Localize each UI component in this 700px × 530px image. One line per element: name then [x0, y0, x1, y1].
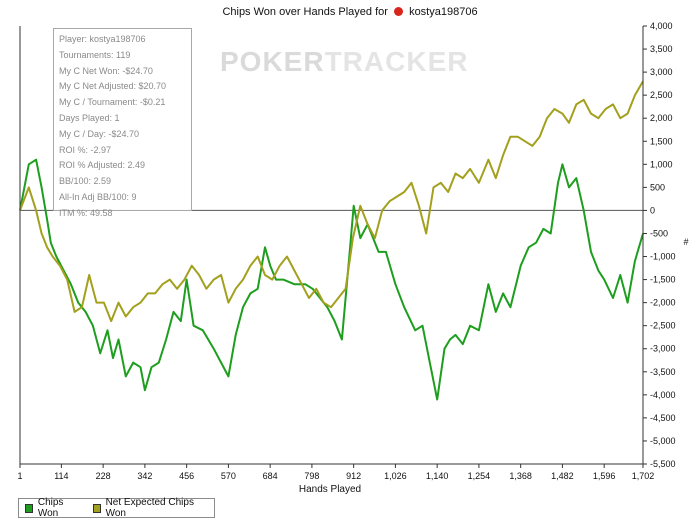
stat-per-tournament: My C / Tournament: -$0.21: [59, 97, 166, 108]
legend-item-chips-won[interactable]: Chips Won: [25, 497, 79, 519]
stat-bb100: BB/100: 2.59: [59, 176, 112, 187]
x-tick-label: 228: [96, 471, 111, 481]
stats-panel: Player: kostya198706 Tournaments: 119 My…: [53, 28, 192, 218]
y-tick-label: 1,500: [650, 136, 673, 146]
x-tick-label: 114: [54, 471, 68, 481]
y-tick-label: 2,000: [650, 113, 673, 123]
x-tick-label: 1,482: [551, 471, 574, 481]
y-tick-label: 3,500: [650, 44, 673, 54]
legend-label-net-expected: Net Expected Chips Won: [105, 497, 194, 519]
chart-title: Chips Won over Hands Played for kostya19…: [0, 6, 700, 18]
legend-swatch-net-expected: [92, 503, 101, 513]
legend-label-chips-won: Chips Won: [37, 497, 64, 519]
y-tick-label: 0: [650, 205, 655, 215]
y-tick-label: -4,000: [650, 390, 676, 400]
y-tick-label: -1,000: [650, 252, 676, 262]
y-tick-label: 4,000: [650, 21, 673, 31]
y-axis-label: #: [683, 237, 688, 247]
y-tick-label: -3,000: [650, 344, 676, 354]
x-tick-label: 1,254: [468, 471, 491, 481]
x-tick-label: 342: [137, 471, 152, 481]
x-tick-label: 684: [263, 471, 278, 481]
chart-title-prefix: Chips Won over Hands Played for: [222, 6, 388, 18]
y-tick-label: 500: [650, 182, 665, 192]
diamond-icon: [394, 7, 403, 16]
x-tick-label: 1,596: [593, 471, 616, 481]
stat-tournaments: Tournaments: 119: [59, 49, 131, 60]
x-tick-label: 1,026: [384, 471, 407, 481]
x-tick-label: 1,702: [632, 471, 655, 481]
x-tick-label: 456: [179, 471, 194, 481]
y-tick-label: 3,000: [650, 67, 673, 77]
stat-itm: ITM %: 49.58: [59, 207, 113, 218]
x-tick-label: 912: [346, 471, 361, 481]
x-tick-label: 1,140: [426, 471, 449, 481]
axis-layer: 4,000 3,500 3,000 2,500 2,000 1,500 1,000 500 0 -…: [17, 21, 675, 481]
pokertracker-watermark: POKERTRACKER: [220, 46, 469, 77]
stat-net-adjusted: My C Net Adjusted: $20.70: [59, 81, 167, 92]
y-tick-label: -1,500: [650, 275, 676, 285]
legend: Chips Won Net Expected Chips Won: [18, 497, 215, 519]
x-tick-label: 1,368: [509, 471, 532, 481]
y-tick-label: -2,500: [650, 321, 676, 331]
stat-roi-adjusted: ROI % Adjusted: 2.49: [59, 160, 146, 171]
series-layer: [19, 80, 644, 401]
y-tick-label: -500: [650, 228, 668, 238]
legend-swatch-chips-won: [25, 503, 33, 513]
y-tick-label: -4,500: [650, 413, 676, 423]
y-tick-label: -3,500: [650, 367, 676, 377]
stat-allin-bb100: All-In Adj BB/100: 9: [59, 191, 137, 202]
y-tick-label: -5,500: [650, 459, 676, 469]
y-tick-label: 2,500: [650, 90, 673, 100]
y-tick-label: 1,000: [650, 159, 673, 169]
stat-days-played: Days Played: 1: [59, 112, 120, 123]
x-tick-label: 798: [304, 471, 319, 481]
stat-player: Player: kostya198706: [59, 34, 146, 44]
y-tick-label: -2,000: [650, 298, 676, 308]
series-net-expected-line: [19, 80, 644, 323]
x-tick-label: 1: [17, 471, 22, 481]
y-tick-label: -5,000: [650, 436, 676, 446]
chart-title-player: kostya198706: [409, 6, 478, 18]
legend-item-net-expected[interactable]: Net Expected Chips Won: [92, 497, 200, 519]
stat-net-won: My C Net Won: -$24.70: [59, 65, 153, 76]
stat-roi: ROI %: -2.97: [59, 144, 112, 155]
x-axis-label: Hands Played: [299, 484, 361, 495]
x-tick-label: 570: [221, 471, 236, 481]
stat-per-day: My C / Day: -$24.70: [59, 128, 140, 139]
